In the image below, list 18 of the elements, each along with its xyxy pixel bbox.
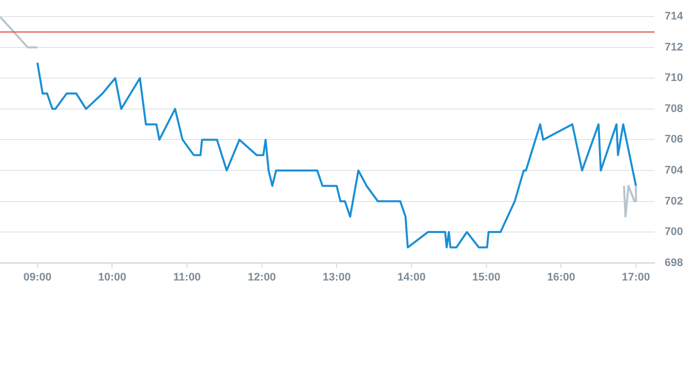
y-tick-label: 702 bbox=[664, 195, 684, 208]
y-tick-label: 706 bbox=[664, 134, 684, 146]
y-tick-label: 704 bbox=[664, 164, 684, 177]
x-tick-label: 15:00 bbox=[472, 271, 500, 284]
y-tick-label: 710 bbox=[664, 72, 684, 84]
x-tick-label: 11:00 bbox=[173, 271, 201, 284]
y-tick-label: 698 bbox=[664, 256, 684, 269]
x-tick-label: 16:00 bbox=[547, 271, 576, 284]
y-tick-label: 700 bbox=[664, 226, 684, 238]
x-tick-label: 12:00 bbox=[248, 271, 276, 284]
x-tick-label: 14:00 bbox=[397, 271, 426, 284]
y-tick-label: 714 bbox=[664, 10, 684, 23]
y-tick-label: 712 bbox=[664, 41, 684, 54]
x-tick-label: 17:00 bbox=[622, 271, 650, 284]
x-tick-label: 13:00 bbox=[322, 271, 351, 284]
y-tick-label: 708 bbox=[664, 102, 684, 115]
x-tick-label: 09:00 bbox=[23, 271, 52, 284]
x-tick-label: 10:00 bbox=[98, 271, 126, 284]
